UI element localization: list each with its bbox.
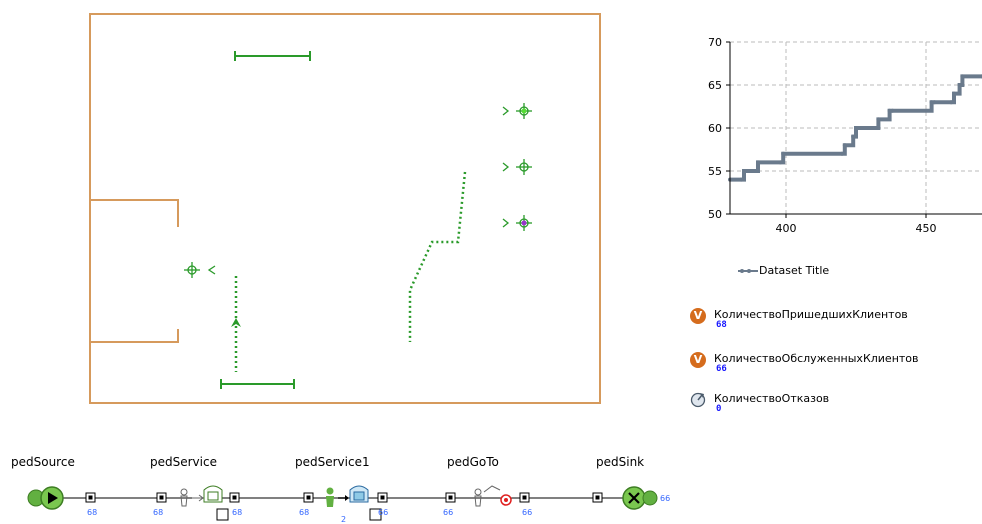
series-point <box>781 151 786 156</box>
series-line <box>730 74 982 182</box>
variable-name: КоличествоПришедшихКлиентов <box>714 308 908 321</box>
series-point <box>876 117 881 122</box>
block-label-pedsource: pedSource <box>11 455 75 469</box>
block-label-pedservice1: pedService1 <box>295 455 370 469</box>
service-point <box>184 262 216 278</box>
counter-icon <box>690 392 706 408</box>
series-point <box>739 177 744 182</box>
series-point <box>851 134 856 139</box>
outer-wall <box>89 13 601 404</box>
series-point <box>840 151 844 156</box>
space-animation <box>89 13 601 404</box>
block-label-pedsink: pedSink <box>596 455 645 469</box>
series-point <box>742 169 746 173</box>
variable-name: КоличествоОбслуженныхКлиентов <box>714 352 919 365</box>
ports <box>85 492 603 521</box>
port-count: 66 <box>660 494 671 503</box>
block-label-pedservice: pedService <box>150 455 217 469</box>
port-count: 66 <box>443 508 454 517</box>
path-line <box>408 171 467 342</box>
y-tick-label: 55 <box>708 165 722 178</box>
variable-icon: V <box>690 308 706 324</box>
port-count: 68 <box>87 508 98 517</box>
y-tick-label: 70 <box>708 36 722 49</box>
target-lines <box>220 51 311 389</box>
variable-value: 0 <box>716 404 722 414</box>
service-point <box>502 103 532 119</box>
legend-line-icon <box>738 269 758 273</box>
service-points <box>184 103 532 278</box>
x-tick-label: 450 <box>916 222 937 235</box>
series-point <box>932 100 937 105</box>
series-point <box>842 143 847 148</box>
flowchart-diagram <box>27 485 658 521</box>
variable-value: 68 <box>716 320 727 330</box>
y-tick-label: 60 <box>708 122 722 135</box>
y-tick-label: 65 <box>708 79 722 92</box>
series-point <box>873 126 878 130</box>
time-plot: 50 55 60 65 70 400 450 <box>708 36 982 235</box>
port-count: 68 <box>232 508 243 517</box>
service-point <box>502 159 532 175</box>
series-point <box>929 100 934 105</box>
x-tick-label: 400 <box>776 222 797 235</box>
port-count: 66 <box>522 508 533 517</box>
block-label-pedgoto: pedGoTo <box>447 455 499 469</box>
legend-label: Dataset Title <box>759 264 830 277</box>
series-point <box>890 108 895 113</box>
series-point <box>778 160 783 165</box>
series-point <box>960 74 965 79</box>
variable-icon: V <box>690 352 706 368</box>
pedestrian-paths <box>234 171 467 372</box>
port-count: 68 <box>299 508 310 517</box>
port-count: 2 <box>341 515 347 524</box>
ped-service1-block[interactable] <box>326 485 369 507</box>
variable-value: 66 <box>716 364 727 374</box>
variable-name: КоличествоОтказов <box>714 392 830 405</box>
walls <box>89 13 601 404</box>
chart-series <box>728 74 982 182</box>
series-point <box>887 108 892 113</box>
series-point <box>957 83 962 87</box>
chart-ticks: 50 55 60 65 70 400 450 <box>708 36 982 235</box>
port-count: 66 <box>378 508 389 517</box>
port-count: 68 <box>153 508 164 517</box>
inner-wall <box>91 329 179 343</box>
ped-goto-block[interactable] <box>474 485 512 507</box>
series-point <box>854 126 858 130</box>
inner-wall <box>91 199 179 227</box>
series-point <box>753 169 758 173</box>
series-point <box>952 91 956 96</box>
service-point <box>502 215 532 231</box>
ped-sink-block[interactable] <box>622 486 658 510</box>
series-point <box>949 100 954 105</box>
arrow-up-icon <box>231 318 241 327</box>
series-point <box>756 160 760 165</box>
y-tick-label: 50 <box>708 208 722 221</box>
ped-source-block[interactable] <box>27 486 64 510</box>
ped-service-block[interactable] <box>180 485 223 507</box>
